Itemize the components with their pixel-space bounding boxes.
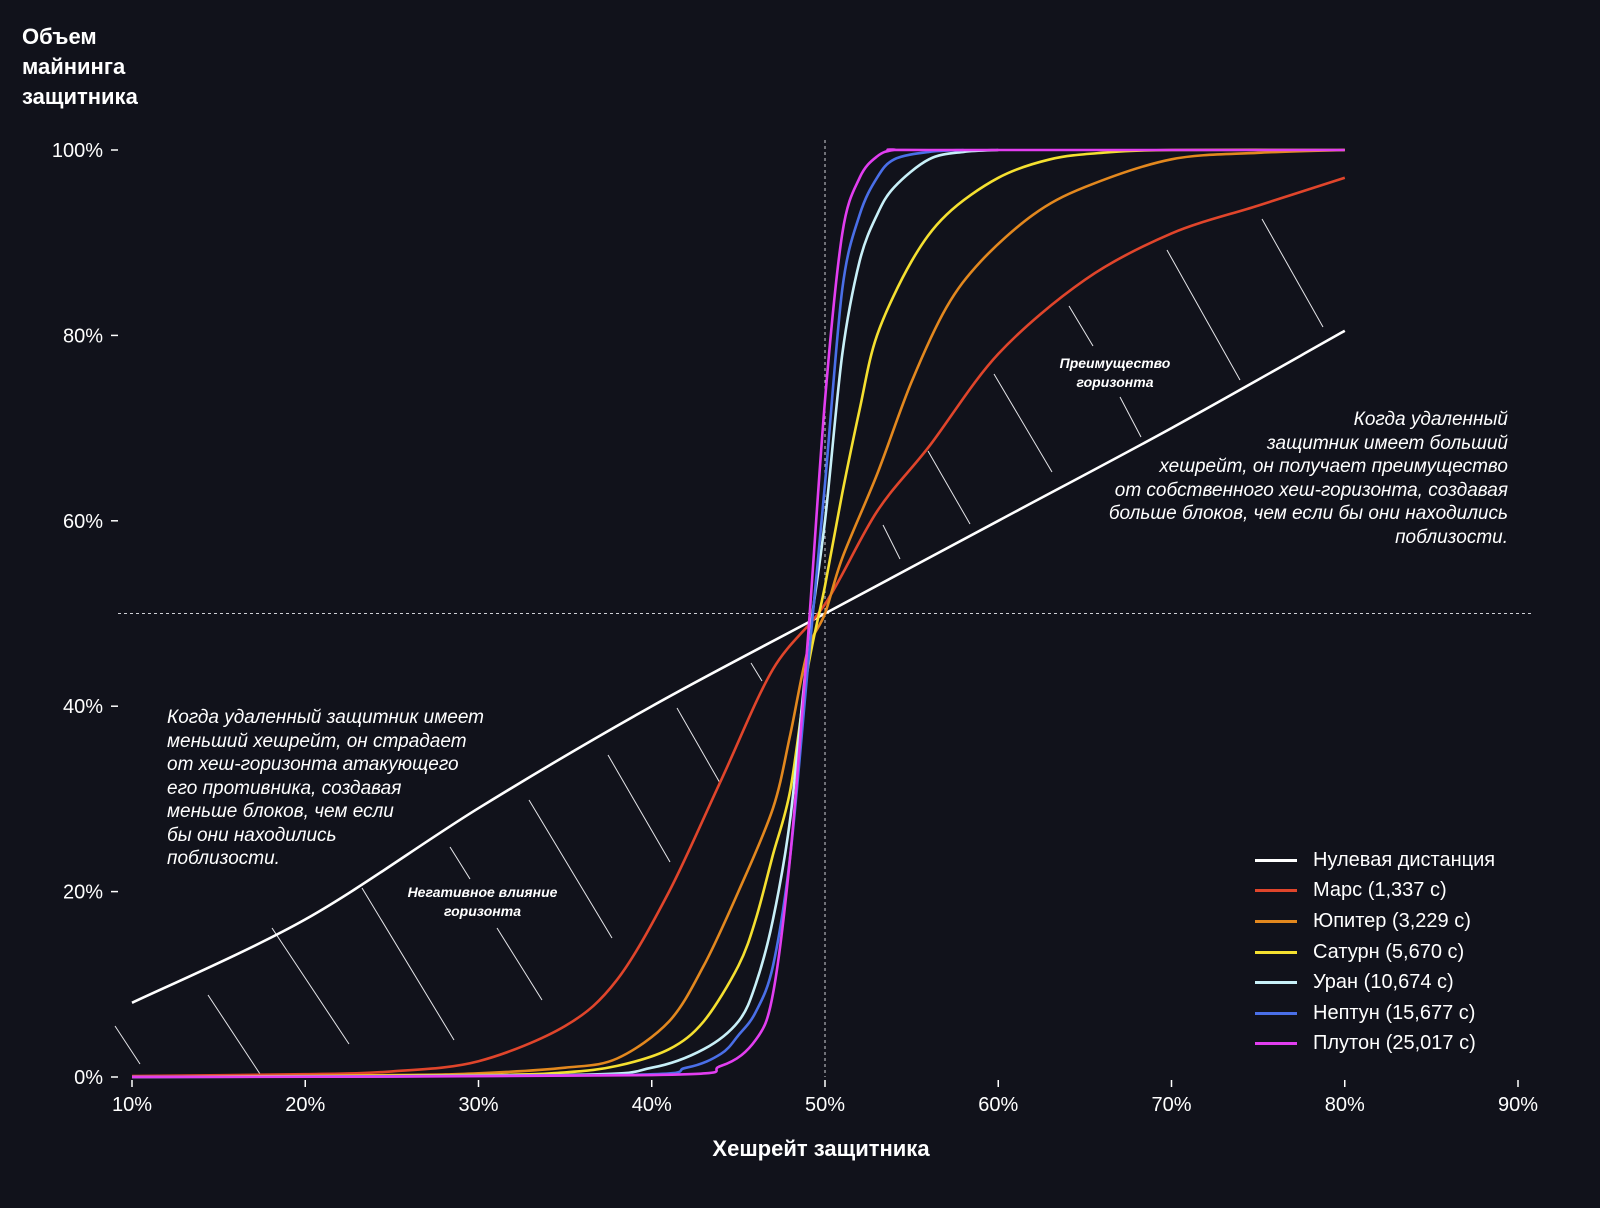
hatch-line: [207, 994, 263, 1078]
legend-swatch: [1255, 858, 1297, 862]
hatch-line: [271, 927, 350, 1045]
x-tick-label: 40%: [632, 1094, 672, 1116]
x-tick-label: 50%: [805, 1094, 845, 1116]
y-tick-label: 0%: [74, 1067, 103, 1089]
x-tick-label: 70%: [1151, 1094, 1191, 1116]
x-tick-label: 20%: [285, 1094, 325, 1116]
hatch-line: [607, 754, 671, 863]
y-tick-label: 20%: [63, 882, 103, 904]
x-tick-label: 80%: [1325, 1094, 1365, 1116]
series-lines: [131, 148, 1346, 1079]
legend-item: Сатурн (5,670 с): [1255, 937, 1495, 968]
y-tick-label: 80%: [63, 325, 103, 347]
legend-item: Юпитер (3,229 с): [1255, 906, 1495, 937]
hatch-line: [927, 450, 971, 525]
series-line-1: [131, 176, 1346, 1078]
series-line-6: [131, 148, 1345, 1079]
legend: Нулевая дистанция Марс (1,337 с) Юпитер (3…: [1255, 845, 1495, 1059]
hatch-line: [114, 1025, 141, 1065]
legend-item: Нулевая дистанция: [1255, 845, 1495, 876]
hatch-line: [528, 799, 613, 939]
hatch-line: [449, 846, 471, 880]
legend-label: Марс (1,337 с): [1313, 879, 1447, 902]
legend-item: Марс (1,337 с): [1255, 876, 1495, 907]
hatch-line: [496, 927, 543, 1001]
y-tick-label: 40%: [63, 696, 103, 718]
x-tick-label: 30%: [458, 1094, 498, 1116]
legend-item: Нептун (15,677 с): [1255, 998, 1495, 1029]
hatch-lines: [114, 218, 1324, 1078]
hatch-line: [750, 662, 763, 682]
x-tick-label: 10%: [112, 1094, 152, 1116]
series-line-3: [131, 148, 1345, 1079]
legend-label: Нулевая дистанция: [1313, 848, 1496, 871]
legend-swatch: [1255, 981, 1297, 985]
series-line-4: [131, 148, 999, 1079]
legend-label: Юпитер (3,229 с): [1313, 909, 1471, 932]
advantage-note: Когда удаленный защитник имеет больший х…: [1108, 409, 1508, 548]
legend-label: Плутон (25,017 с): [1313, 1032, 1476, 1055]
x-axis-title: Хешрейт защитника: [712, 1136, 930, 1161]
series-line-0: [131, 329, 1346, 1004]
y-tick-label: 100%: [52, 140, 103, 162]
legend-label: Сатурн (5,670 с): [1313, 940, 1465, 963]
legend-swatch: [1255, 889, 1297, 893]
hatch-line: [882, 524, 901, 560]
x-tick-label: 60%: [978, 1094, 1018, 1116]
x-tick-label: 90%: [1498, 1094, 1538, 1116]
reference-lines: [118, 140, 1532, 1077]
y-axis-title: Объем майнинга защитника: [22, 24, 138, 109]
advantage-label: Преимущество горизонта: [1059, 355, 1171, 390]
negative-label: Негативное влияние горизонта: [407, 884, 558, 919]
hatch-line: [1068, 305, 1094, 347]
legend-label: Нептун (15,677 с): [1313, 1001, 1476, 1024]
hatch-line: [361, 887, 455, 1041]
legend-swatch: [1255, 1011, 1297, 1015]
legend-label: Уран (10,674 с): [1313, 971, 1454, 994]
axes: 0% 20% 40% 60% 80% 100% 10% 20% 30% 40% 50% 60% 70% 8…: [52, 140, 1538, 1116]
legend-swatch: [1255, 919, 1297, 923]
disadvantage-note: Когда удаленный защитник имеет меньший х…: [167, 707, 485, 869]
hatch-line: [1119, 396, 1142, 438]
legend-item: Плутон (25,017 с): [1255, 1029, 1495, 1060]
legend-item: Уран (10,674 с): [1255, 967, 1495, 998]
y-tick-label: 60%: [63, 511, 103, 533]
legend-swatch: [1255, 950, 1297, 954]
hatch-line: [1166, 249, 1241, 381]
hatch-line: [993, 373, 1053, 473]
hatch-line: [1261, 218, 1324, 328]
hatch-line: [676, 707, 721, 784]
legend-swatch: [1255, 1042, 1297, 1046]
